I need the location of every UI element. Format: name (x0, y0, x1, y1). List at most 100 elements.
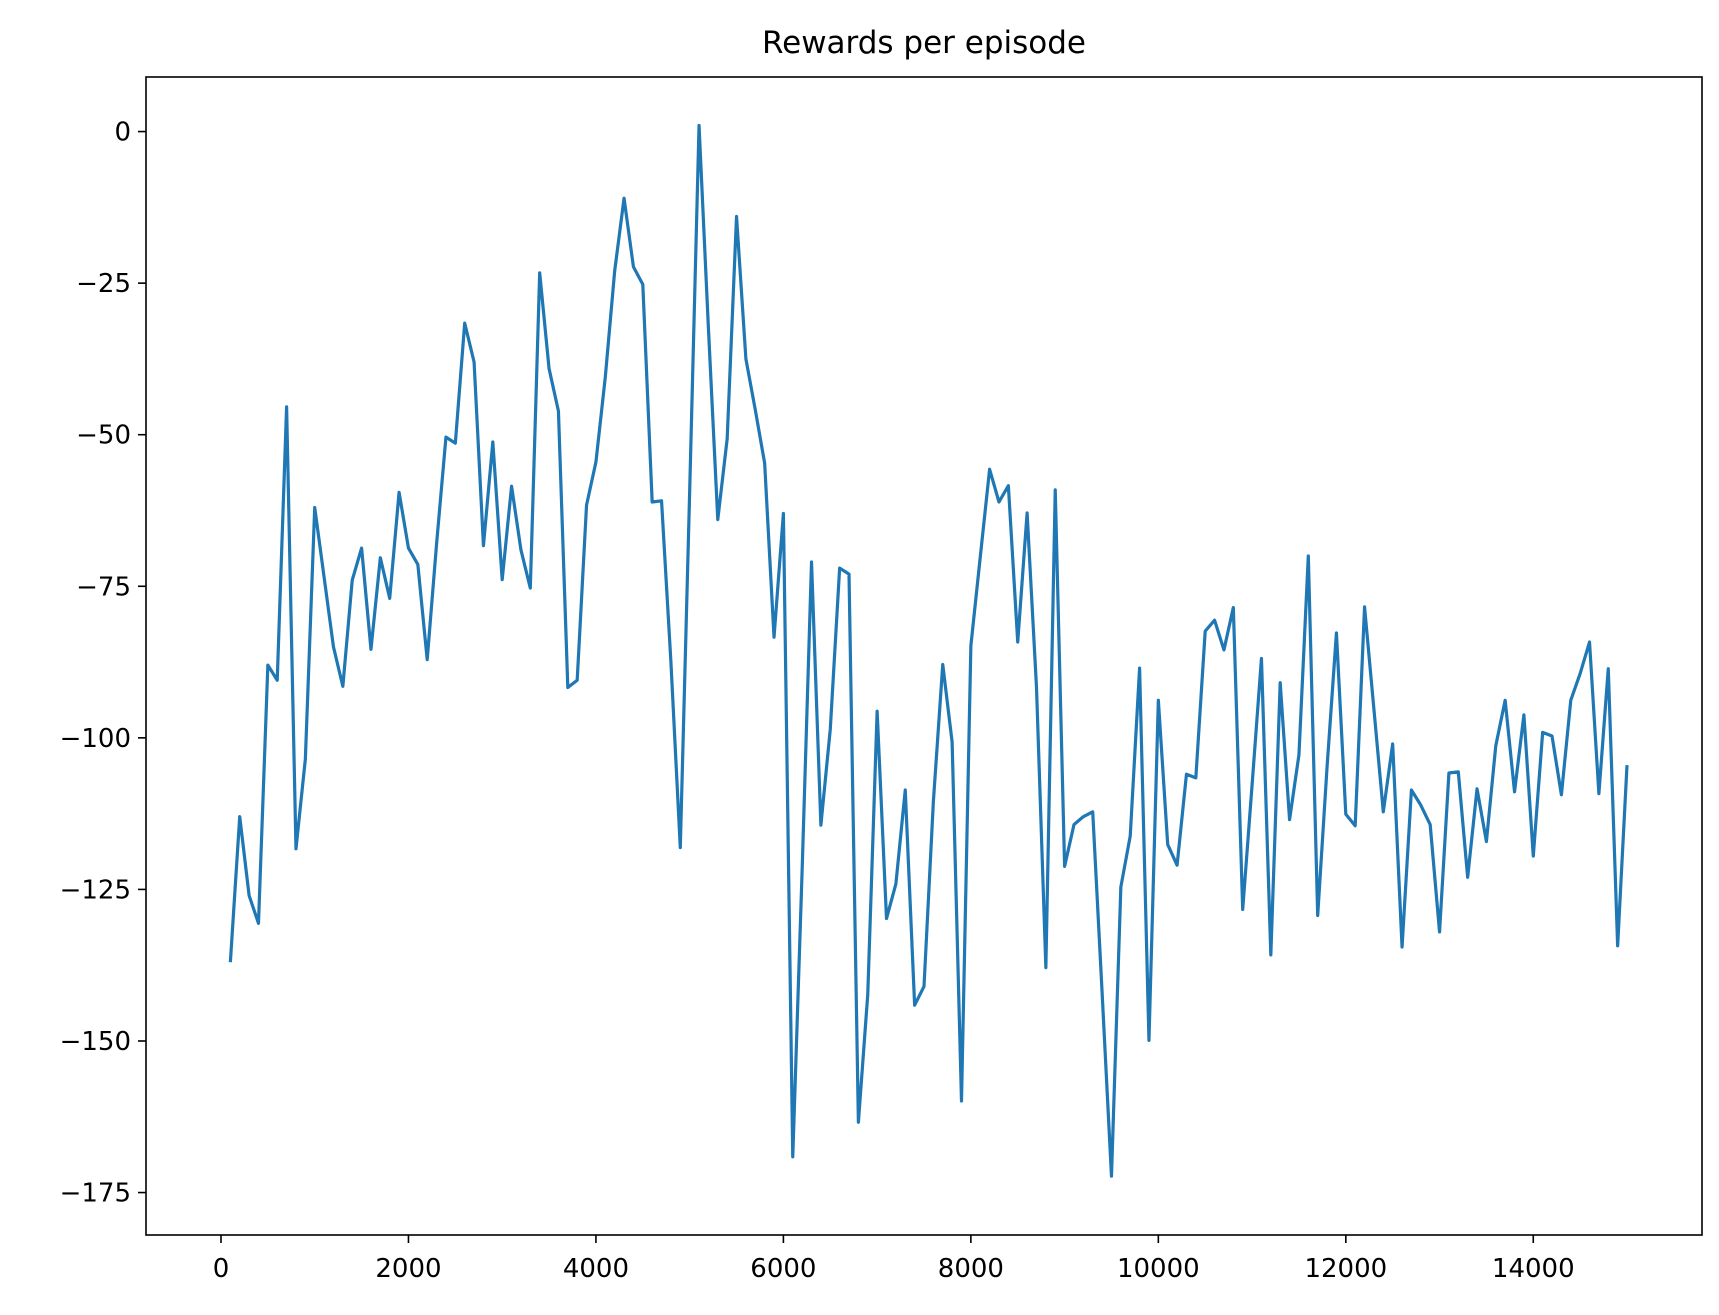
data-point (1504, 699, 1507, 702)
data-point (1541, 731, 1544, 734)
data-point (501, 578, 504, 581)
data-point (1091, 810, 1094, 813)
data-point (782, 512, 785, 515)
data-point (1222, 648, 1225, 651)
data-point (398, 491, 401, 494)
data-point (1569, 699, 1572, 702)
data-point (604, 376, 607, 379)
data-point (1494, 744, 1497, 747)
data-point (1597, 792, 1600, 795)
data-point (1007, 484, 1010, 487)
data-point (1026, 511, 1029, 514)
data-point (1176, 864, 1179, 867)
data-point (313, 506, 316, 509)
data-point (482, 544, 485, 547)
data-point (426, 658, 429, 661)
data-point (519, 548, 522, 551)
data-point (257, 922, 260, 925)
data-point (557, 410, 560, 413)
data-point (1279, 681, 1282, 684)
data-point (416, 563, 419, 566)
data-point (1466, 876, 1469, 879)
data-point (229, 961, 232, 964)
data-point (810, 561, 813, 564)
data-point (1372, 708, 1375, 711)
data-point (651, 501, 654, 504)
data-point (407, 547, 410, 550)
data-point (360, 547, 363, 550)
data-point (1063, 865, 1066, 868)
data-point (276, 679, 279, 682)
x-tick-label: 10000 (1117, 1254, 1200, 1284)
data-point (988, 468, 991, 471)
data-point (323, 576, 326, 579)
plot-frame (145, 76, 1703, 1236)
data-point (1241, 908, 1244, 911)
data-point (932, 800, 935, 803)
data-point (538, 271, 541, 274)
data-point (510, 485, 513, 488)
data-point (707, 327, 710, 330)
data-point (923, 985, 926, 988)
data-point (1054, 488, 1057, 491)
data-point (848, 573, 851, 576)
data-point (1476, 787, 1479, 790)
y-axis: 0 −25 −50 −75 −100 −125 −150 −175 (60, 118, 146, 1209)
data-point (1110, 1175, 1113, 1178)
data-point (1035, 685, 1038, 688)
data-point (997, 501, 1000, 504)
data-point (1213, 619, 1216, 622)
data-point (594, 460, 597, 463)
data-point (866, 993, 869, 996)
data-point (1082, 815, 1085, 818)
y-tick-label: −25 (76, 269, 131, 299)
data-point (1616, 944, 1619, 947)
x-tick-label: 0 (213, 1254, 230, 1284)
data-point (1438, 930, 1441, 933)
data-point (435, 542, 438, 545)
data-point (1382, 810, 1385, 813)
data-point (388, 597, 391, 600)
data-point (1129, 835, 1132, 838)
x-tick-label: 14000 (1492, 1254, 1575, 1284)
data-point (1429, 823, 1432, 826)
data-point (1166, 843, 1169, 846)
data-point (529, 587, 532, 590)
data-point (726, 437, 729, 440)
y-tick-label: −150 (60, 1027, 131, 1057)
data-point (576, 679, 579, 682)
series-layer (228, 123, 1629, 1178)
data-point (248, 894, 251, 897)
data-point (1588, 641, 1591, 644)
y-tick-label: −100 (60, 724, 131, 754)
data-point (585, 504, 588, 507)
data-point (791, 1155, 794, 1158)
data-point (1354, 824, 1357, 827)
data-point (285, 405, 288, 408)
data-point (1626, 764, 1629, 767)
y-tick-label: −175 (60, 1179, 131, 1209)
data-point (548, 367, 551, 370)
data-point (1232, 606, 1235, 609)
data-point (1560, 793, 1563, 796)
data-point (1410, 788, 1413, 791)
data-point (1579, 672, 1582, 675)
data-point (444, 436, 447, 439)
data-point (1522, 713, 1525, 716)
data-point (819, 824, 822, 827)
data-point (238, 815, 241, 818)
data-point (341, 685, 344, 688)
data-point (904, 788, 907, 791)
data-point (1204, 630, 1207, 633)
data-point (566, 686, 569, 689)
data-point (1157, 699, 1160, 702)
x-tick-label: 4000 (563, 1254, 629, 1284)
data-point (1485, 840, 1488, 843)
data-point (1194, 776, 1197, 779)
x-tick-label: 12000 (1304, 1254, 1387, 1284)
data-point (1401, 946, 1404, 949)
data-point (632, 265, 635, 268)
data-point (1607, 667, 1610, 670)
